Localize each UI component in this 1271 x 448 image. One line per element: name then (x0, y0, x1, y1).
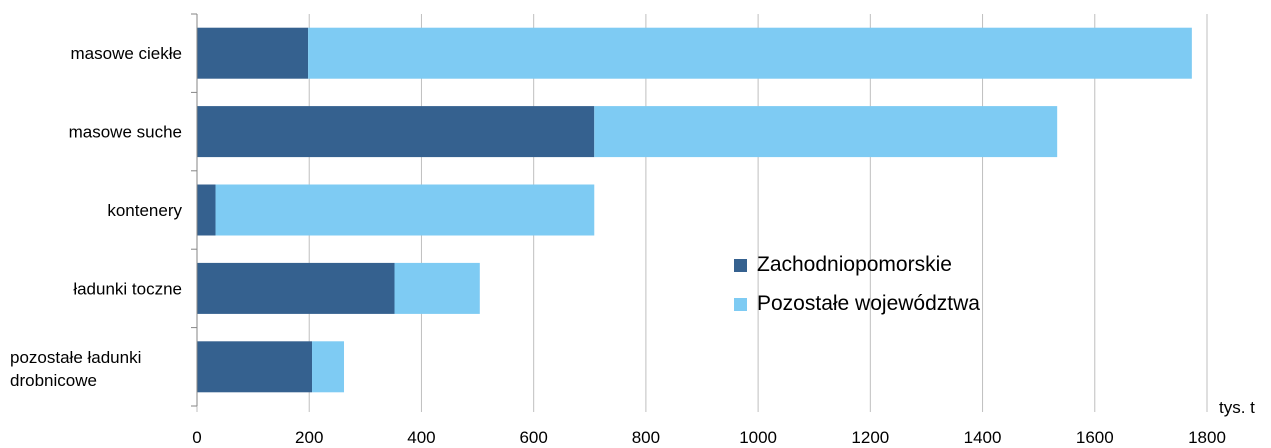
x-tick-label: 400 (407, 428, 435, 447)
x-tick-labels: 0 200 400 600 800 1000 1200 1400 1600 1800 (192, 428, 1226, 447)
bar-series1 (197, 341, 313, 393)
bar-series2 (215, 184, 595, 236)
x-tick-label: 1800 (1188, 428, 1226, 447)
legend-label: Pozostałe województwa (757, 292, 980, 315)
legend: Zachodniopomorskie Pozostałe województwa (734, 253, 980, 315)
bar-series1 (197, 27, 309, 79)
legend-swatch (734, 298, 747, 311)
bar-series2 (594, 106, 1058, 158)
bar-group (197, 27, 1192, 393)
grid-lines (196, 14, 1208, 412)
x-tick-label: 1200 (851, 428, 889, 447)
category-labels: masowe ciekłe masowe suche kontenery ładunk… (10, 44, 182, 390)
legend-label: Zachodniopomorskie (757, 253, 952, 276)
bar-series2 (394, 262, 480, 314)
bar-series1 (197, 106, 595, 158)
unit-label: tys. t (1219, 398, 1255, 417)
x-tick-label: 0 (192, 428, 201, 447)
category-label: masowe ciekłe (71, 44, 183, 63)
bar-series2 (312, 341, 345, 393)
x-tick-label: 600 (519, 428, 547, 447)
bar-series2 (308, 27, 1192, 79)
x-tick-label: 1000 (739, 428, 777, 447)
x-tick-label: 800 (632, 428, 660, 447)
category-label: pozostałe ładunki drobnicowe (10, 348, 141, 390)
bar-series1 (197, 262, 395, 314)
y-axis (191, 13, 198, 407)
bar-series1 (197, 184, 216, 236)
legend-swatch (734, 259, 747, 272)
category-label: kontenery (107, 201, 182, 220)
x-tick-label: 200 (295, 428, 323, 447)
x-tick-label: 1400 (964, 428, 1002, 447)
x-tick-label: 1600 (1076, 428, 1114, 447)
category-label: ładunki toczne (73, 279, 182, 298)
category-label: masowe suche (69, 123, 182, 142)
